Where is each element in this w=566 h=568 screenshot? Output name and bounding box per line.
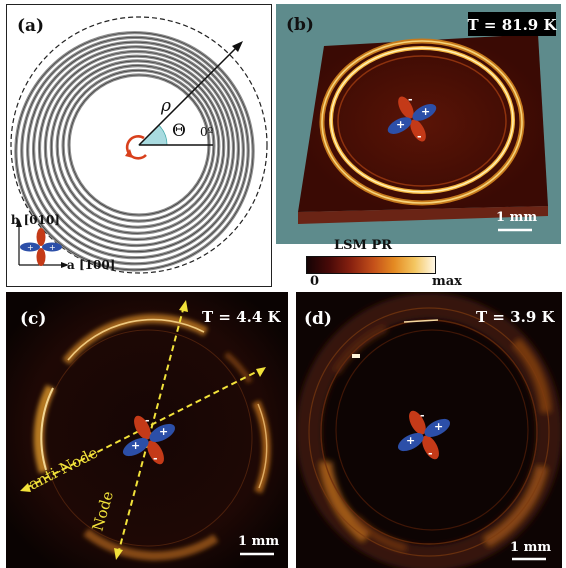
temperature-label: T = 81.9 K [468,16,558,34]
ring-strip-edge [15,32,254,271]
svg-text:+: + [434,420,443,433]
svg-text:+: + [27,243,34,252]
ring-strip-edge [45,55,229,240]
bright-streak [403,319,439,323]
colorbar [306,256,436,274]
svg-text:+: + [131,439,140,452]
svg-text:+: + [406,434,415,447]
b-axis-label: b [010] [11,213,60,227]
node-line [117,305,185,555]
panel-c: + + - - (c) T = 4.4 K anti-Node Node 1 m… [6,292,288,568]
colorbar-title: LSM PR [334,238,393,253]
svg-text:+: + [421,105,430,118]
colorbar-min: 0 [310,274,320,289]
temperature-box [468,12,556,36]
ring-strip-edge [27,41,244,258]
orbital-icon [397,410,451,460]
panel-b-label: (b) [286,15,314,35]
lsm-image-c: + + - - (c) T = 4.4 K anti-Node Node 1 m… [6,292,288,568]
svg-text:-: - [417,130,422,143]
svg-text:+: + [159,425,168,438]
svg-text:+: + [49,243,56,252]
panel-d-label: (d) [304,309,332,329]
ring-strip-edge [39,51,234,246]
ring-strip-edge [62,69,215,222]
panel-a: (a) ρ Θ 0º b [010] a [100] + + [6,4,272,287]
panel-b: + + - - (b) T = 81.9 K 1 mm [276,4,561,244]
scale-bar-label: 1 mm [510,540,551,555]
svg-text:-: - [153,452,158,465]
a-axis-arrowhead [61,262,69,268]
rotation-arrow [125,135,147,160]
a-axis-label: a [100] [67,258,115,272]
rho-arrow [138,44,240,146]
concentric-rings [14,31,255,272]
orbital-icon [122,415,176,465]
panel-c-label: (c) [20,309,46,329]
svg-text:-: - [428,447,433,460]
panel-d: + + - - (d) T = 3.9 K 1 mm [296,292,562,568]
ring-strip-edge [51,60,224,234]
svg-text:-: - [145,414,150,427]
ring-strip-edge [56,65,220,228]
scale-bar-label: 1 mm [238,534,279,549]
lsm-image-d: + + - - (d) T = 3.9 K 1 mm [296,292,562,568]
ring-geometry-diagram: (a) ρ Θ 0º b [010] a [100] + + [10,16,268,274]
theta-label: Θ [172,121,186,141]
orbital-icon-small: + + [20,228,62,266]
svg-text:-: - [420,409,425,422]
bright-spot [352,354,360,358]
zero-degree-label: 0º [200,125,214,139]
colorbar-max: max [432,274,462,289]
rho-label: ρ [160,96,171,116]
orbital-icon [387,96,437,142]
theta-sector [138,124,168,146]
svg-text:-: - [408,93,413,106]
rotation-arrowhead [125,149,133,158]
temperature-label: T = 4.4 K [202,308,281,326]
panel-a-label: (a) [17,16,44,36]
temperature-label: T = 3.9 K [476,308,555,326]
svg-text:+: + [396,118,405,131]
ring-strip-edge [21,37,249,265]
rho-arrowhead [232,41,243,52]
dashed-outer-circle [10,16,268,274]
scale-bar-label: 1 mm [496,210,537,225]
lsm-3d-image: + + - - (b) T = 81.9 K 1 mm [286,12,558,232]
b-axis-arrowhead [16,219,22,227]
ring-strip-edge [33,46,239,252]
